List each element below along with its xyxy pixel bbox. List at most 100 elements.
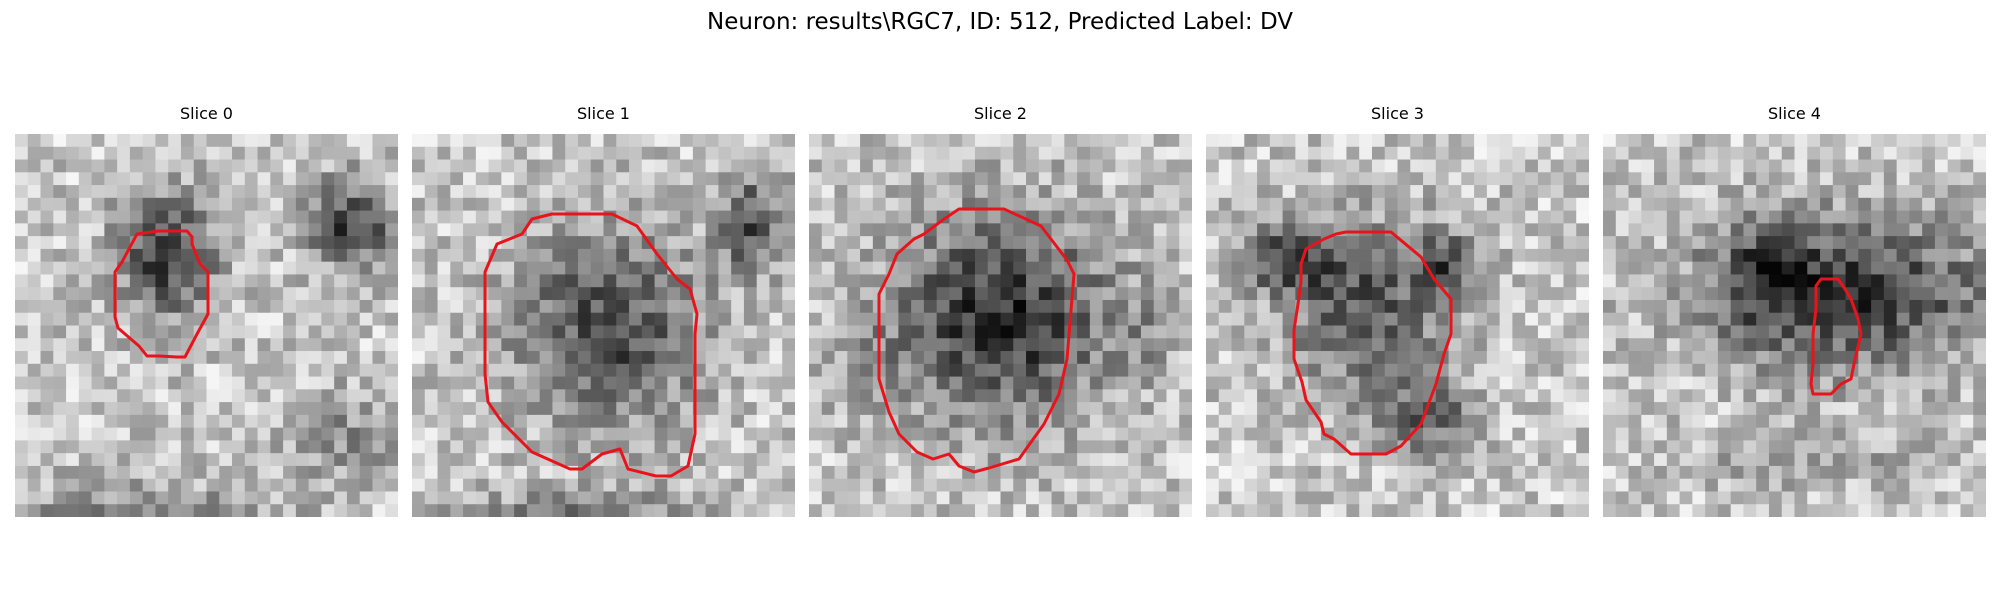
pixel (860, 376, 874, 390)
pixel (1089, 197, 1104, 212)
pixel (15, 299, 29, 314)
pixel (1768, 504, 1783, 517)
pixel (1563, 402, 1577, 416)
pixel (718, 236, 732, 250)
pixel (346, 453, 361, 467)
pixel (809, 172, 823, 186)
pixel (872, 146, 887, 161)
pixel (1603, 261, 1617, 276)
pixel (1282, 248, 1296, 263)
pixel (372, 363, 386, 378)
pixel (1743, 287, 1757, 301)
pixel (1743, 465, 1757, 480)
pixel (295, 414, 310, 429)
pixel (321, 414, 335, 429)
pixel (987, 402, 1002, 416)
pixel (1603, 376, 1617, 390)
pixel (40, 427, 54, 441)
pixel (1525, 134, 1539, 148)
pixel (1768, 376, 1783, 390)
pixel (641, 134, 656, 148)
pixel (1537, 376, 1552, 390)
pixel (1832, 185, 1847, 199)
pixel (1960, 414, 1974, 429)
pixel (1269, 402, 1284, 416)
pixel (1499, 389, 1513, 403)
pixel (1883, 453, 1898, 467)
pixel (1077, 414, 1091, 429)
pixel (1423, 351, 1437, 365)
pixel (1628, 159, 1642, 173)
pixel (1858, 389, 1872, 403)
pixel (885, 159, 899, 173)
pixel (1359, 197, 1373, 212)
pixel (206, 274, 220, 288)
pixel (1603, 210, 1617, 224)
pixel (1269, 172, 1284, 186)
pixel (1102, 478, 1116, 493)
pixel (667, 427, 681, 441)
pixel (1603, 504, 1617, 517)
pixel (463, 402, 477, 416)
pixel (526, 491, 541, 505)
pixel (40, 312, 54, 327)
pixel (629, 210, 643, 224)
pixel (577, 351, 592, 365)
pixel (1359, 504, 1373, 517)
pixel (1140, 376, 1155, 390)
pixel (898, 325, 912, 339)
pixel (987, 146, 1002, 161)
pixel (91, 440, 105, 454)
pixel (782, 402, 795, 416)
pixel (680, 363, 694, 378)
pixel (437, 197, 451, 212)
pixel (1512, 504, 1526, 517)
pixel (1474, 223, 1488, 237)
pixel (514, 338, 528, 352)
pixel (359, 351, 374, 365)
pixel (257, 287, 271, 301)
pixel (270, 312, 284, 327)
pixel (1973, 261, 1986, 276)
pixel (1077, 312, 1091, 327)
pixel (552, 223, 566, 237)
pixel (1896, 287, 1910, 301)
pixel (1448, 248, 1462, 263)
pixel (1525, 491, 1539, 505)
pixel (1576, 274, 1589, 288)
pixel (565, 427, 579, 441)
pixel (1179, 453, 1192, 467)
pixel (1038, 146, 1053, 161)
pixel (1179, 376, 1192, 390)
pixel (809, 453, 823, 467)
pixel (359, 146, 374, 161)
pixel (1756, 504, 1770, 517)
pixel (412, 504, 426, 517)
pixel (40, 172, 54, 186)
pixel (1179, 351, 1192, 365)
pixel (1282, 402, 1296, 416)
pixel (756, 172, 771, 186)
pixel (1218, 223, 1233, 237)
pixel (1973, 491, 1986, 505)
pixel (629, 453, 643, 467)
pixel (1166, 134, 1180, 148)
pixel (219, 338, 233, 352)
pixel (847, 172, 861, 186)
pixel (809, 236, 823, 250)
pixel (1282, 134, 1296, 148)
pixel (1628, 338, 1642, 352)
pixel (193, 287, 208, 301)
pixel (1000, 210, 1014, 224)
pixel (15, 363, 29, 378)
pixel (283, 402, 297, 416)
pixel (782, 312, 795, 327)
pixel (1410, 402, 1424, 416)
pixel (731, 172, 745, 186)
pixel (385, 363, 398, 378)
pixel (1537, 146, 1552, 161)
pixel (1883, 210, 1898, 224)
pixel (1794, 440, 1808, 454)
pixel (1756, 236, 1770, 250)
pixel (1448, 338, 1462, 352)
